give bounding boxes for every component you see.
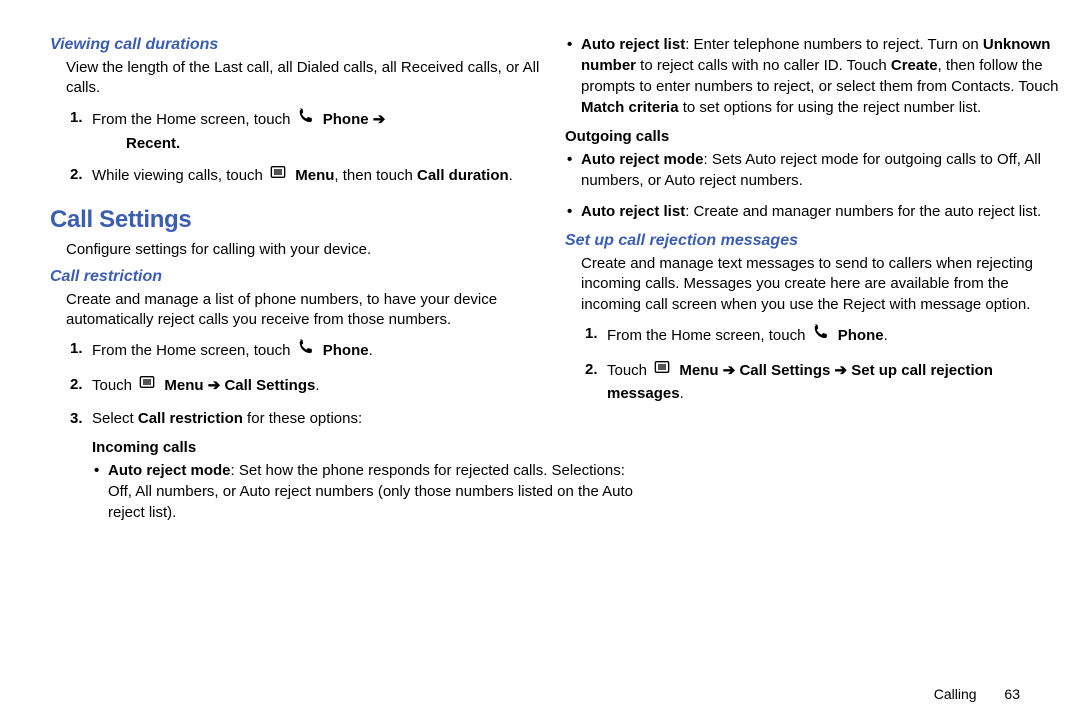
heading-setup-rejection: Set up call rejection messages <box>565 232 1060 250</box>
incoming-auto-reject-list: Auto reject list: Enter telephone number… <box>565 34 1060 118</box>
s-step-1: 1. From the Home screen, touch Phone. <box>585 323 1060 349</box>
setup-desc: Create and manage text messages to send … <box>565 254 1060 315</box>
manual-page: Viewing call durations View the length o… <box>0 0 1080 541</box>
footer-page-number: 63 <box>1004 686 1020 702</box>
sub-incoming: Incoming calls <box>92 439 545 456</box>
menu-icon <box>138 374 156 396</box>
r-step-3: 3. Select Call restriction for these opt… <box>70 408 545 429</box>
r-step-2: 2. Touch Menu ➔ Call Settings. <box>70 374 545 398</box>
right-column: Auto reject list: Enter telephone number… <box>565 30 1060 531</box>
phone-icon <box>297 338 315 362</box>
sub-outgoing: Outgoing calls <box>565 128 1060 145</box>
step1-recent: Recent. <box>92 133 545 154</box>
left-column: Viewing call durations View the length o… <box>50 30 545 531</box>
viewing-desc: View the length of the Last call, all Di… <box>50 58 545 99</box>
page-footer: Calling 63 <box>934 686 1020 702</box>
incoming-auto-reject-mode: Auto reject mode: Set how the phone resp… <box>50 460 648 523</box>
outgoing-auto-reject-list: Auto reject list: Create and manager num… <box>565 201 1060 222</box>
s-step-2: 2. Touch Menu ➔ Call Settings ➔ Set up c… <box>585 359 1060 404</box>
menu-icon <box>269 164 287 186</box>
step-2: 2. While viewing calls, touch Menu, then… <box>70 164 545 188</box>
restriction-desc: Create and manage a list of phone number… <box>50 290 545 331</box>
viewing-steps: 1. From the Home screen, touch Phone ➔ R… <box>50 107 545 188</box>
call-settings-desc: Configure settings for calling with your… <box>50 240 545 260</box>
step-1: 1. From the Home screen, touch Phone ➔ R… <box>70 107 545 154</box>
heading-call-restriction: Call restriction <box>50 268 545 286</box>
phone-icon <box>812 323 830 347</box>
heading-call-settings: Call Settings <box>50 206 545 234</box>
heading-viewing-durations: Viewing call durations <box>50 36 545 54</box>
setup-steps: 1. From the Home screen, touch Phone. 2.… <box>565 323 1060 404</box>
menu-icon <box>653 359 671 381</box>
outgoing-auto-reject-mode: Auto reject mode: Sets Auto reject mode … <box>565 149 1060 191</box>
restriction-steps: 1. From the Home screen, touch Phone. 2.… <box>50 338 545 429</box>
r-step-1: 1. From the Home screen, touch Phone. <box>70 338 545 364</box>
phone-icon <box>297 107 315 131</box>
footer-section: Calling <box>934 686 977 702</box>
